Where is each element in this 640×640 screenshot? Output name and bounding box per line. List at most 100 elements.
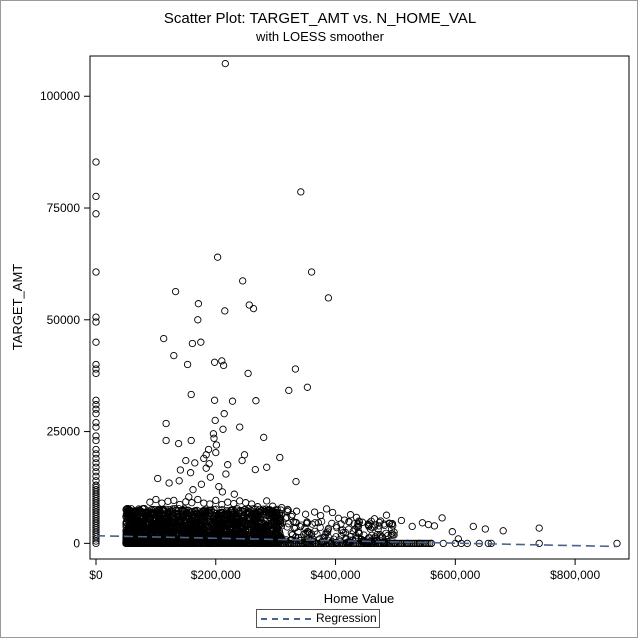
- data-point: [273, 539, 281, 548]
- data-point: [92, 436, 100, 445]
- data-point: [359, 539, 367, 548]
- data-point: [193, 509, 201, 518]
- data-point: [233, 520, 241, 528]
- data-point: [218, 488, 227, 496]
- data-point: [240, 539, 249, 548]
- data-point: [188, 539, 196, 548]
- y-tick-label: 75000: [47, 201, 81, 215]
- data-point: [92, 418, 100, 427]
- data-point: [163, 539, 171, 548]
- data-point: [398, 539, 407, 548]
- data-point: [193, 506, 201, 514]
- data-point: [92, 192, 100, 201]
- data-point: [165, 539, 173, 548]
- data-point: [124, 512, 132, 521]
- data-point: [140, 539, 148, 548]
- data-point: [339, 528, 347, 537]
- data-point: [365, 519, 373, 527]
- data-point: [175, 477, 183, 485]
- data-point: [252, 397, 260, 405]
- data-point: [226, 539, 234, 548]
- data-point: [212, 448, 220, 457]
- y-tick-label: 0: [73, 536, 80, 550]
- data-point: [239, 277, 247, 285]
- data-point: [439, 539, 447, 548]
- data-point: [273, 511, 281, 519]
- data-point: [203, 513, 211, 522]
- data-point: [251, 539, 259, 548]
- data-point: [389, 531, 397, 539]
- data-point: [283, 523, 291, 531]
- data-point: [241, 520, 249, 529]
- data-point: [192, 539, 200, 548]
- data-point: [230, 490, 238, 498]
- data-point: [92, 472, 100, 480]
- data-point: [174, 439, 183, 448]
- data-point: [454, 535, 462, 543]
- data-point: [179, 539, 187, 548]
- data-point: [128, 514, 136, 523]
- data-point: [370, 539, 378, 548]
- data-point: [284, 506, 292, 514]
- data-point: [188, 499, 196, 507]
- data-point: [448, 528, 456, 536]
- data-point: [197, 338, 205, 346]
- data-point: [137, 515, 145, 523]
- data-point: [147, 505, 156, 514]
- data-point: [227, 530, 235, 539]
- data-point: [187, 539, 195, 548]
- data-point: [181, 539, 189, 548]
- data-point: [135, 522, 144, 530]
- data-point: [535, 524, 543, 532]
- data-point: [345, 517, 353, 526]
- data-point: [92, 459, 100, 467]
- data-point: [92, 210, 100, 218]
- data-point: [92, 365, 100, 373]
- data-point: [160, 334, 168, 343]
- data-point: [264, 506, 272, 515]
- data-point: [214, 515, 222, 523]
- data-point: [183, 360, 192, 369]
- data-point: [146, 498, 154, 506]
- data-point: [424, 539, 432, 548]
- y-axis: 0 25000 50000 75000 100000: [40, 89, 90, 550]
- x-tick-label: $200,000: [191, 568, 241, 582]
- data-point: [389, 539, 398, 548]
- data-point: [215, 482, 223, 491]
- data-point: [175, 505, 183, 513]
- data-point: [352, 539, 360, 548]
- data-point: [134, 539, 143, 548]
- data-point: [126, 514, 134, 523]
- data-point: [145, 515, 153, 523]
- data-point: [363, 539, 371, 548]
- data-point: [182, 456, 190, 465]
- data-point: [172, 513, 180, 521]
- data-point: [167, 539, 175, 548]
- data-point: [196, 539, 204, 548]
- data-point: [186, 469, 195, 477]
- data-point: [92, 396, 100, 404]
- data-point: [194, 510, 202, 518]
- data-point: [201, 539, 209, 548]
- data-point: [182, 521, 190, 529]
- data-point: [159, 524, 167, 532]
- data-point: [241, 505, 249, 513]
- data-point: [249, 304, 258, 313]
- data-point: [184, 513, 192, 521]
- data-point: [179, 513, 187, 521]
- data-point: [92, 450, 100, 458]
- data-point: [190, 539, 198, 548]
- data-point: [257, 539, 265, 548]
- data-point: [285, 539, 293, 548]
- data-point: [92, 423, 100, 431]
- data-point: [210, 434, 218, 442]
- data-point: [328, 508, 337, 517]
- legend-label-regression: Regression: [316, 611, 377, 625]
- data-point: [212, 512, 220, 521]
- data-point: [386, 539, 394, 548]
- data-point: [191, 459, 199, 467]
- data-point: [251, 520, 259, 529]
- data-point: [233, 539, 241, 548]
- data-point: [289, 518, 297, 526]
